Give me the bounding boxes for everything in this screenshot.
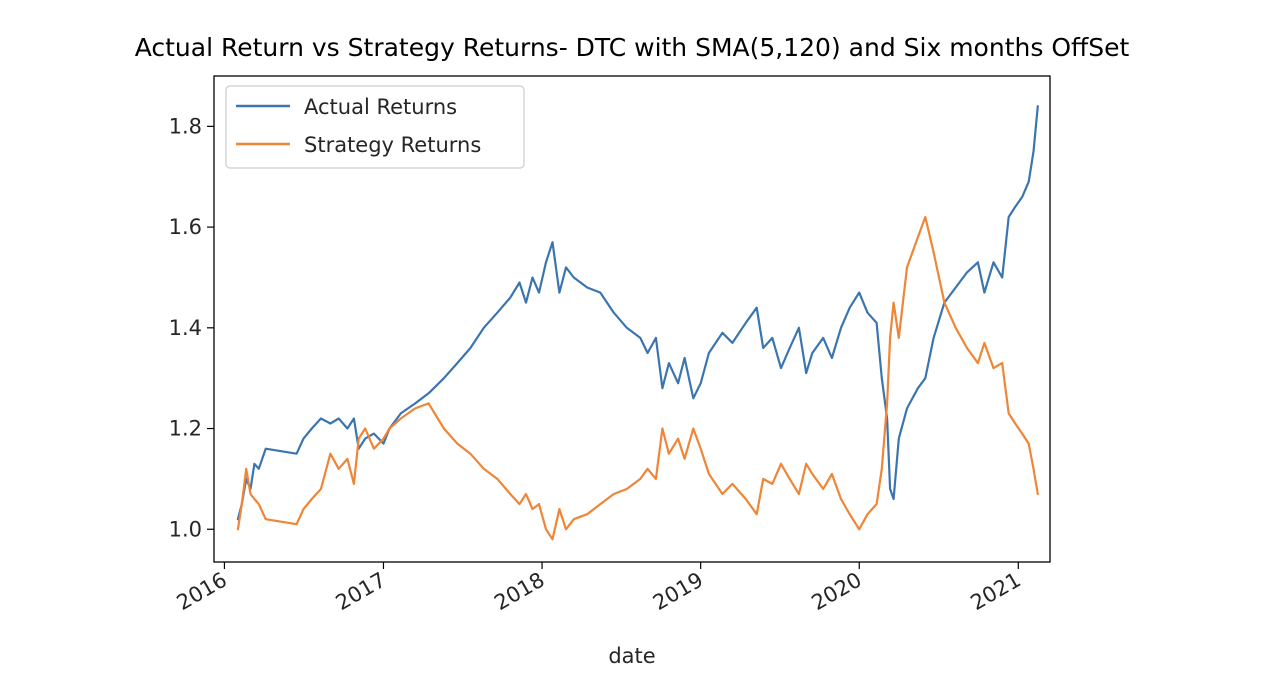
x-tick-label: 2016 <box>173 568 231 616</box>
plot-frame <box>213 75 1051 563</box>
y-tick-label: 1.2 <box>169 417 202 441</box>
series-line-strategy-returns <box>236 215 1039 541</box>
legend-box <box>225 85 525 169</box>
legend-label-actual-returns: Actual Returns <box>304 95 457 119</box>
x-tick-label: 2018 <box>490 568 548 616</box>
y-tick-label: 1.0 <box>169 517 202 541</box>
y-tick-label: 1.8 <box>169 114 202 138</box>
y-tick-label: 1.4 <box>169 316 202 340</box>
x-axis: 2016 2017 2018 2019 2020 2021 <box>173 562 1025 615</box>
x-tick-label: 2020 <box>807 568 865 616</box>
x-tick-label: 2019 <box>649 568 707 616</box>
legend-label-strategy-returns: Strategy Returns <box>304 133 481 157</box>
y-tick-label: 1.6 <box>169 215 202 239</box>
series-layer <box>236 105 1039 541</box>
x-tick-label: 2017 <box>332 568 390 616</box>
x-tick-label: 2021 <box>966 568 1024 616</box>
y-axis: 1.0 1.2 1.4 1.6 1.8 <box>169 114 214 541</box>
chart-title: Actual Return vs Strategy Returns- DTC w… <box>135 33 1130 62</box>
series-line-actual-returns <box>236 105 1039 521</box>
x-axis-label: date <box>608 644 655 668</box>
legend: Actual Returns Strategy Returns <box>225 85 525 169</box>
